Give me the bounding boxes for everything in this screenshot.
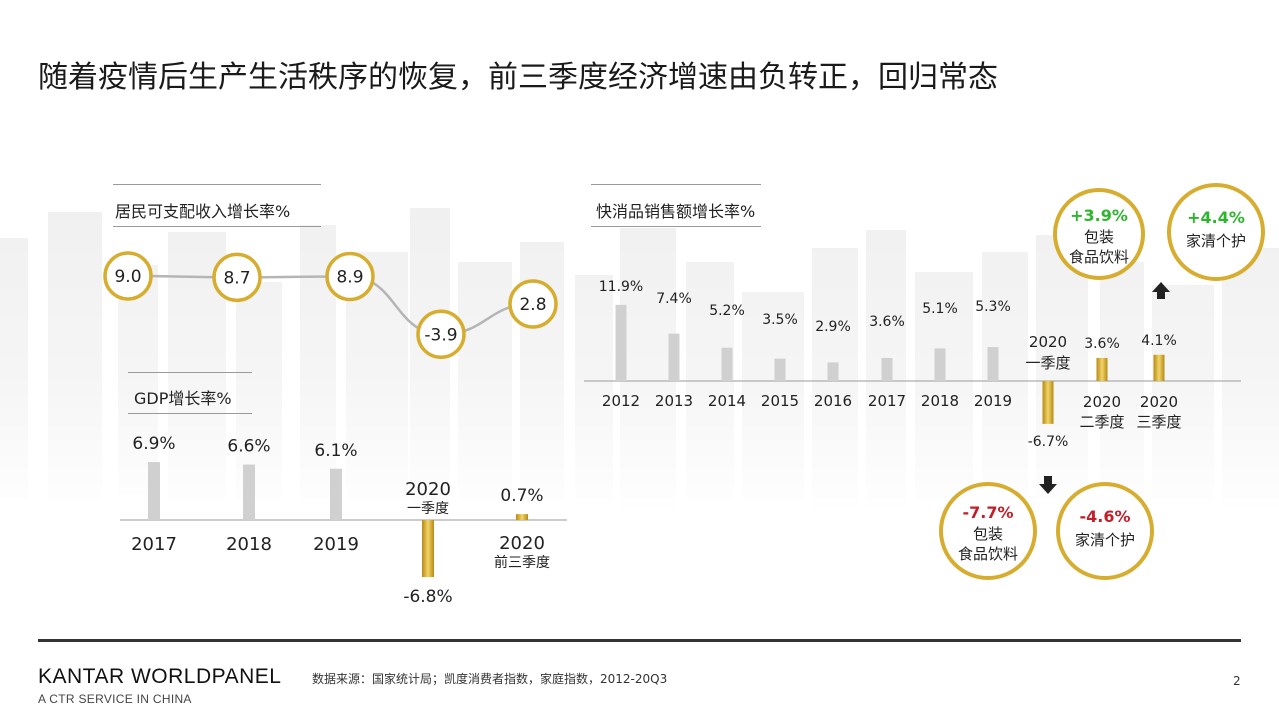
gdp-category-label: 2020 [405,479,451,500]
callout-circle [1167,183,1265,281]
gdp-bar [243,464,255,520]
fmcg-value-label: -6.7% [1028,434,1069,450]
callout-label: 包装 [973,525,1003,543]
callout-label: 食品饮料 [958,545,1018,563]
callout-value: +4.4% [1187,208,1245,227]
fmcg-value-label: 5.3% [975,299,1011,315]
fmcg-bar [668,333,680,381]
income-point-marker [325,251,375,302]
fmcg-category-label: 2018 [921,392,959,410]
fmcg-bar [721,347,733,381]
callout-value: -4.6% [1079,507,1130,526]
gdp-value-label: -6.8% [403,587,452,607]
income-point-label: 8.9 [336,267,363,287]
fmcg-category-label: 2015 [761,392,799,410]
fmcg-value-label: 3.5% [762,312,798,328]
fmcg-category-label: 2017 [868,392,906,410]
income-point-label: 8.7 [223,268,250,288]
income-line-chart: 9.0 8.7 8.9 -3.9 2.8 [103,251,558,360]
callout-circle [939,482,1037,580]
gdp-category-label: 2020 [499,533,545,554]
fmcg-value-label: 5.2% [709,303,745,319]
gdp-bar [330,468,342,520]
income-point-marker [212,252,262,303]
slide-title: 随着疫情后生产生活秩序的恢复，前三季度经济增速由负转正，回归常态 [38,60,998,95]
income-point-label: 2.8 [519,295,546,315]
fmcg-bar [827,362,839,381]
fmcg-category-label: 2014 [708,392,746,410]
fmcg-bar [934,348,946,381]
income-point-marker [416,309,466,360]
gdp-category-sublabel: 前三季度 [494,554,550,571]
income-title-bottom-rule [113,226,321,227]
gdp-title-bottom-rule [128,413,252,414]
fmcg-title-top-rule [591,184,761,185]
gdp-chart-title: GDP增长率% [134,389,232,408]
gdp-title-top-rule [128,372,252,373]
fmcg-value-label: 3.6% [1084,336,1120,352]
fmcg-category-label: 2019 [974,392,1012,410]
fmcg-value-label: 2.9% [815,319,851,335]
fmcg-category-label: 2020 [1029,333,1067,351]
callout-value: +3.9% [1070,206,1128,225]
fmcg-bar [987,347,999,381]
gdp-category-label: 2017 [131,534,177,555]
fmcg-category-label: 2016 [814,392,852,410]
fmcg-bar [774,358,786,381]
gdp-category-label: 2019 [313,534,359,555]
income-point-marker [508,279,558,329]
callout-circle [1053,188,1145,280]
fmcg-value-label: 5.1% [922,301,958,317]
callout-label: 家清个护 [1186,232,1246,250]
footer-rule [38,639,1241,642]
fmcg-category-label: 2012 [602,392,640,410]
gdp-category-label: 2018 [226,534,272,555]
fmcg-value-label: 3.6% [869,314,905,330]
fmcg-category-sublabel: 一季度 [1025,354,1070,372]
fmcg-bar [1096,357,1108,381]
fmcg-category-label: 2013 [655,392,693,410]
fmcg-bar [881,357,893,381]
callout-value: -7.7% [962,503,1013,522]
callout-label: 包装 [1084,228,1114,246]
brand-subtitle: A CTR SERVICE IN CHINA [38,692,192,706]
gdp-bar [148,462,160,520]
fmcg-category-label: 2020 [1083,393,1121,411]
callout-label: 食品饮料 [1069,248,1129,266]
brand-logo: KANTAR WORLDPANEL [38,665,282,688]
callout-circle [1056,482,1154,580]
fmcg-value-label: 7.4% [656,291,692,307]
fmcg-bar-chart: 11.9% 2012 7.4% 2013 5.2% 2014 3.5% 2015 2.9% 201… [584,279,1241,450]
gdp-value-label: 6.1% [314,441,357,461]
fmcg-value-label: 11.9% [599,279,643,295]
page-number: 2 [1233,674,1241,688]
fmcg-category-label: 2020 [1140,393,1178,411]
down-arrow-icon [1039,476,1057,494]
gdp-category-sublabel: 一季度 [407,501,449,517]
fmcg-chart-title: 快消品销售额增长率% [596,202,756,221]
gdp-bar [422,520,434,578]
income-point-label: 9.0 [114,267,141,287]
income-title-top-rule [113,184,321,185]
gdp-value-label: 6.9% [132,434,175,454]
income-point-label: -3.9 [424,325,457,345]
fmcg-bar [615,304,627,381]
up-arrow-icon [1152,282,1170,299]
fmcg-category-sublabel: 二季度 [1079,413,1124,431]
income-chart-title: 居民可支配收入增长率% [115,202,291,221]
fmcg-bar [1153,354,1165,381]
data-source: 数据来源：国家统计局；凯度消费者指数，家庭指数，2012-20Q3 [312,672,668,686]
gdp-bar [516,514,528,520]
callout-label: 家清个护 [1075,531,1135,549]
fmcg-category-sublabel: 三季度 [1136,413,1181,431]
gdp-value-label: 0.7% [500,486,543,506]
gdp-bar-chart: 6.9%20176.6%20186.1%2019-6.8%2020一季度0.7%… [120,434,567,607]
income-point-marker [103,251,153,301]
fmcg-bar [1042,381,1054,424]
fmcg-title-bottom-rule [591,226,761,227]
gdp-value-label: 6.6% [227,437,270,457]
fmcg-value-label: 4.1% [1141,333,1177,349]
